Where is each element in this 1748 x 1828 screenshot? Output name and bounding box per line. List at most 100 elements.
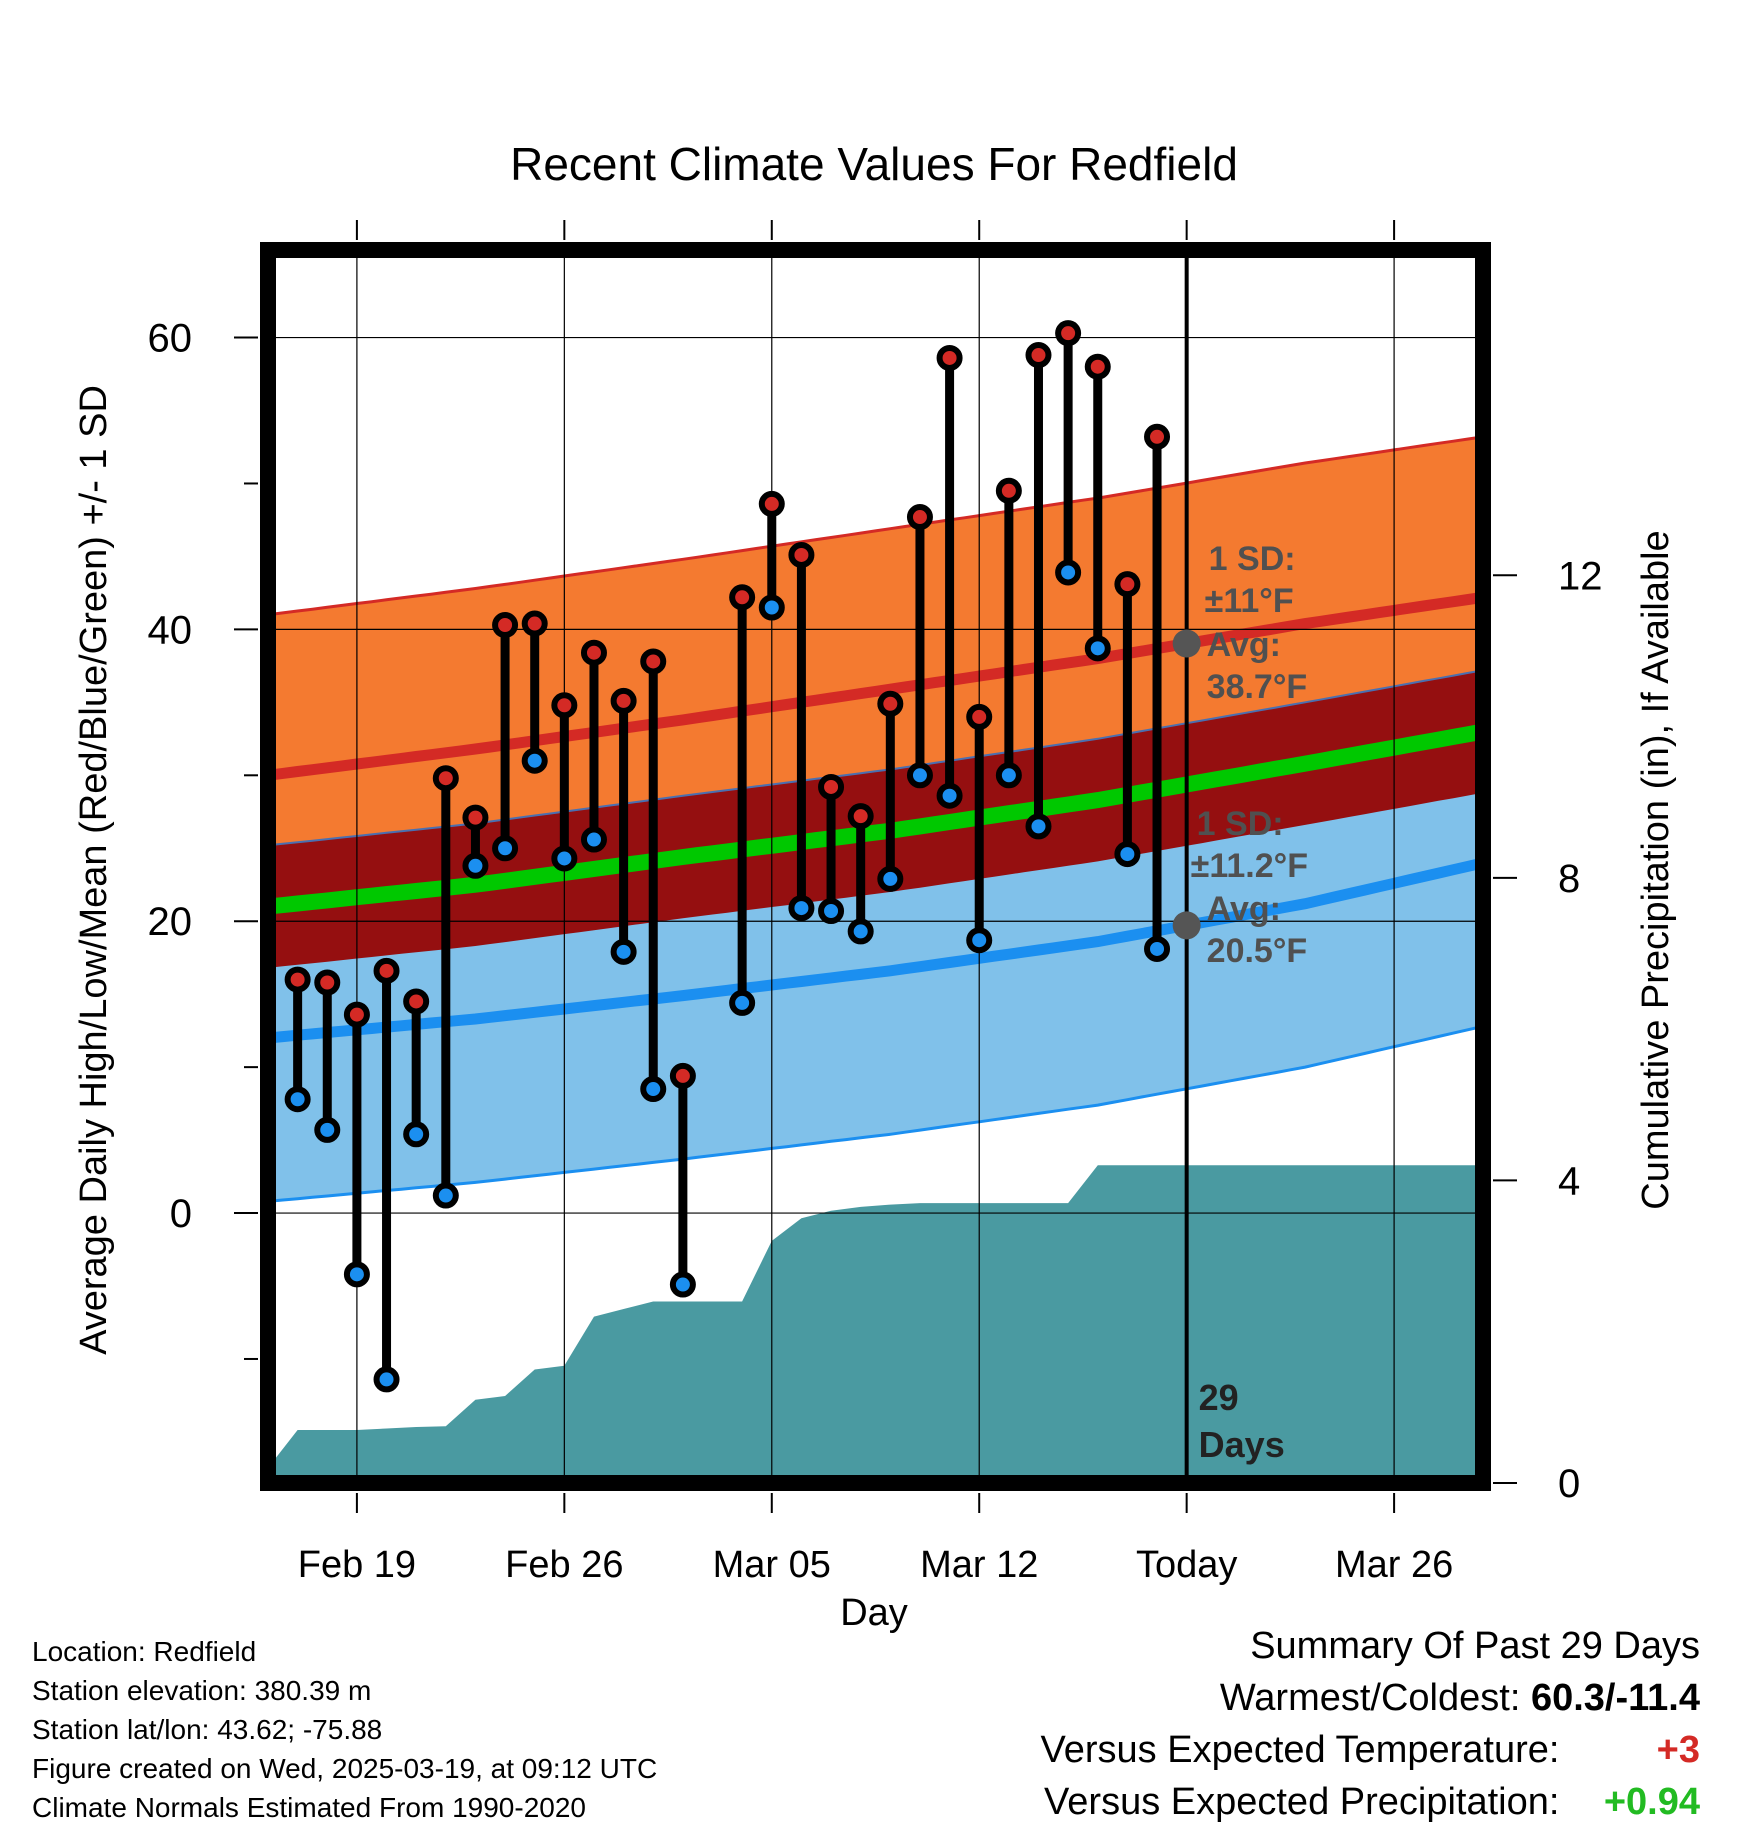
plot-frame (260, 242, 1491, 1491)
low-temp-point (314, 1116, 341, 1143)
high-temp-point (877, 690, 904, 717)
low-sd-value: ±11.2°F (1191, 847, 1308, 885)
high-temp-point (1114, 571, 1141, 598)
high-temp-point (343, 1001, 370, 1028)
precipitation-area (268, 1165, 1483, 1483)
summary-title: Summary Of Past 29 Days (1250, 1625, 1700, 1667)
low-temp-point (284, 1086, 311, 1113)
y2-tick-label: 12 (1558, 554, 1603, 598)
high-normal-line (268, 591, 1483, 781)
low-temp-point (492, 835, 519, 862)
low-temp-point (729, 989, 756, 1016)
y2-tick-label: 4 (1558, 1159, 1580, 1203)
high-temp-point (373, 957, 400, 984)
x-tick-label: Feb 19 (298, 1544, 416, 1586)
high-temp-point (995, 477, 1022, 504)
temp-vs-expected-value: +3 (1656, 1729, 1700, 1771)
low-temp-point (966, 927, 993, 954)
low-temp-point (906, 762, 933, 789)
high-temp-point (906, 504, 933, 531)
mean-sd-band (268, 670, 1483, 968)
high-temp-point (580, 639, 607, 666)
low-avg-label: Avg: (1207, 890, 1281, 928)
low-temp-point (343, 1261, 370, 1288)
x-tick-label: Mar 26 (1335, 1544, 1453, 1586)
high-temp-point (314, 969, 341, 996)
high-band-upper-edge (268, 435, 1483, 617)
elevation-text: Station elevation: 380.39 m (32, 1675, 372, 1706)
high-sd-value: ±11°F (1205, 582, 1294, 620)
low-temp-point (788, 895, 815, 922)
x-axis-label: Day (840, 1592, 908, 1634)
high-sd-label: 1 SD: (1209, 540, 1296, 578)
high-temp-point (729, 584, 756, 611)
station-metadata: Location: Redfield Station elevation: 38… (32, 1632, 657, 1827)
y-axis-label: Average Daily High/Low/Mean (Red/Blue/Gr… (73, 385, 115, 1355)
y-tick-label: 20 (148, 900, 193, 944)
today-low-avg-marker (1172, 911, 1201, 940)
mean-normal-line (268, 723, 1483, 915)
high-temp-point (936, 344, 963, 371)
low-band-lower-edge (268, 1024, 1483, 1203)
high-temp-point (284, 966, 311, 993)
low-temp-point (403, 1121, 430, 1148)
normals-text: Climate Normals Estimated From 1990-2020 (32, 1792, 586, 1823)
high-temp-point (640, 648, 667, 675)
low-temp-point (551, 845, 578, 872)
y-tick-label: 60 (148, 317, 193, 361)
summary-panel: Summary Of Past 29 Days Warmest/Coldest:… (1041, 1620, 1700, 1828)
temp-vs-expected-label: Versus Expected Temperature: (1040, 1729, 1560, 1771)
low-normal-line (268, 857, 1483, 1044)
x-tick-label: Mar 12 (920, 1544, 1038, 1586)
high-temp-point (1025, 342, 1052, 369)
high-temp-point (818, 773, 845, 800)
low-temp-point (640, 1076, 667, 1103)
created-text: Figure created on Wed, 2025-03-19, at 09… (32, 1753, 658, 1784)
x-tick-label: Feb 26 (505, 1544, 623, 1586)
y-tick-label: 40 (148, 608, 193, 652)
low-temp-point (1084, 635, 1111, 662)
high-temp-point (403, 988, 430, 1015)
high-temp-point (521, 610, 548, 637)
low-temp-point (818, 898, 845, 925)
high-temp-point (1055, 320, 1082, 347)
low-temp-point (432, 1182, 459, 1209)
high-temp-point (966, 703, 993, 730)
low-temp-point (462, 852, 489, 879)
low-temp-point (847, 918, 874, 945)
high-temp-point (758, 490, 785, 517)
low-temp-point (1144, 935, 1171, 962)
low-temp-point (669, 1271, 696, 1298)
y2-tick-label: 0 (1558, 1462, 1580, 1506)
precip-vs-expected-row: Versus Expected Precipitation: +0.94 (1041, 1776, 1700, 1828)
high-temp-point (847, 803, 874, 830)
warmest-coldest-row: Warmest/Coldest: 60.3/-11.4 (1041, 1672, 1700, 1724)
low-temp-point (521, 747, 548, 774)
high-temp-point (551, 692, 578, 719)
low-sd-label: 1 SD: (1197, 805, 1284, 843)
high-temp-point (1084, 353, 1111, 380)
low-temp-point (936, 782, 963, 809)
low-temp-point (1025, 813, 1052, 840)
temp-vs-expected-row: Versus Expected Temperature: +3 (1041, 1724, 1700, 1776)
high-temp-point (669, 1062, 696, 1089)
plot-inner: 1 SD: ±11°F Avg: 38.7°F 1 SD: ±11.2°F Avg: 20.5… (268, 250, 1483, 1483)
warmest-coldest-value: 60.3/-11.4 (1530, 1677, 1700, 1719)
high-temp-point (610, 687, 637, 714)
high-temp-point (1144, 423, 1171, 450)
y2-axis-label: Cumulative Precipitation (in), If Availa… (1635, 530, 1677, 1209)
y2-tick-label: 8 (1558, 857, 1580, 901)
low-temp-point (758, 594, 785, 621)
high-temp-point (492, 612, 519, 639)
high-avg-label: Avg: (1207, 626, 1281, 664)
today-high-avg-marker (1172, 629, 1201, 658)
location-text: Location: Redfield (32, 1636, 257, 1667)
low-temp-point (995, 762, 1022, 789)
low-temp-point (877, 865, 904, 892)
warmest-coldest-label: Warmest/Coldest: (1219, 1677, 1521, 1719)
low-temp-point (580, 826, 607, 853)
low-temp-point (1114, 841, 1141, 868)
latlon-text: Station lat/lon: 43.62; -75.88 (32, 1714, 383, 1745)
low-avg-value: 20.5°F (1207, 932, 1308, 970)
